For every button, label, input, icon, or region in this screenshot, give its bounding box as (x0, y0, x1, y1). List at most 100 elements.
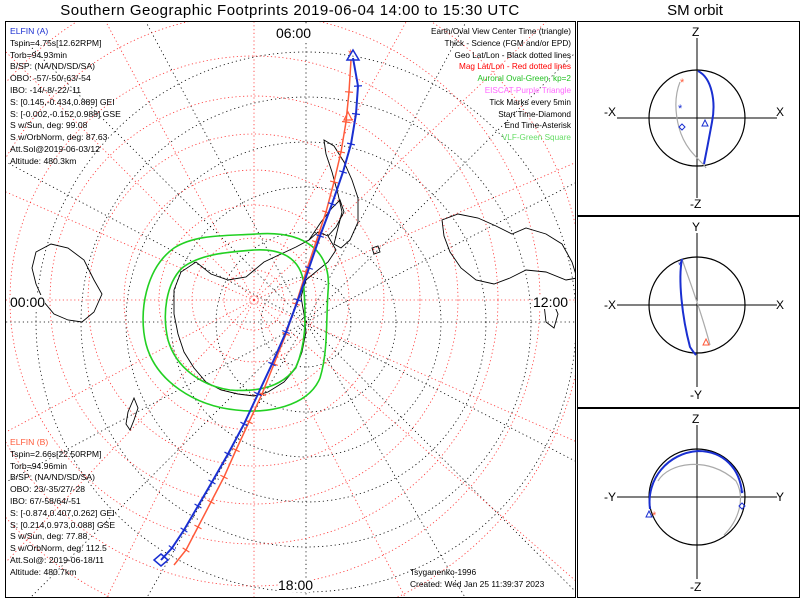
elfin-b-info-line: Tspin=2.66s[22.50RPM] (10, 448, 102, 459)
time-tick-mark (194, 503, 202, 509)
legend-entry: End Time-Asterisk (504, 121, 571, 131)
time-tick-mark (302, 270, 310, 274)
polar-footprint-map: * (6, 22, 575, 597)
svg-text:*: * (680, 77, 685, 89)
time-tick-mark (282, 329, 290, 335)
axis-label-bottom: -Z (690, 197, 702, 211)
elfin-b-info-line: Altitude: 480.7km (10, 566, 77, 577)
elfin-b-view-center-triangle (343, 110, 353, 121)
elfin-a-footprint-track (152, 48, 363, 567)
sm-orbit-yz-plot: * * (617, 425, 777, 579)
elfin-a-name: ELFIN (A) (10, 26, 49, 36)
axis-label-left: -X (604, 298, 616, 312)
falklands-coastline (371, 245, 381, 255)
time-tick-mark (182, 547, 190, 553)
antarctic-peninsula-coastline (308, 199, 345, 241)
time-tick-mark (305, 266, 313, 270)
elfin-b-info-line: S: [-0.874,0.407,0.262] GEI (10, 507, 115, 518)
australia-coastline (31, 243, 103, 323)
africa-coastline (441, 213, 575, 285)
time-label-top: 06:00 (276, 25, 312, 41)
axis-label-right: X (776, 298, 785, 312)
elfin-b-info-line: B/SP: (NA/ND/SD/SA) (10, 472, 95, 483)
time-tick-mark (344, 91, 354, 93)
time-tick-mark (224, 451, 232, 457)
map-title: Southern Geographic Footprints 2019-06-0… (60, 2, 520, 19)
axis-label-left: -X (604, 105, 616, 119)
elfin-a-info-line: S w/Sun, deg: 99.08 (10, 120, 88, 131)
time-tick-mark (232, 447, 240, 453)
time-tick-mark (329, 180, 339, 184)
elfin-b-info-line: S w/Sun, deg: 77.88 (10, 531, 88, 542)
elfin-a-start-diamond (152, 553, 170, 567)
legend-entry: Tick Marks every 5min (489, 97, 571, 107)
time-tick-mark (245, 419, 253, 425)
elfin-a-orbit (679, 258, 697, 356)
axis-label-bottom: -Z (690, 580, 702, 594)
time-tick-mark (336, 150, 346, 154)
legend-entry: Mag Lat/Lon - Red dotted lines (459, 62, 571, 72)
time-tick-mark (294, 298, 302, 302)
elfin-a-info-line: IBO: -14/-8/-22/-11 (10, 84, 82, 95)
time-tick-mark (341, 120, 351, 124)
auroral-oval-inner (164, 249, 306, 392)
legend-entry: Auroral Oval-Green, kp=2 (477, 74, 571, 84)
time-tick-mark (328, 202, 336, 206)
auroral-oval (142, 232, 330, 412)
legend-entry: Geo Lat/Lon - Black dotted lines (454, 50, 571, 60)
time-tick-mark (316, 234, 324, 238)
time-tick-mark (208, 479, 216, 485)
time-tick-mark (254, 391, 262, 397)
sm-orbit-title: SM orbit (667, 2, 723, 19)
axis-label-top: Z (692, 412, 700, 426)
legend-entry: VLF-Green Square (501, 133, 571, 143)
time-tick-mark (268, 361, 276, 367)
elfin-b-info-line: IBO: 67/-58/64/-51 (10, 495, 81, 506)
elfin-a-info-line: S: [-0.002,-0.152,0.988] GSE (10, 108, 121, 119)
new-zealand-coastline (125, 396, 139, 431)
map-legend: Earth/Oval View Center Time (triangle) T… (431, 26, 571, 144)
elfin-b-track-line (173, 59, 352, 566)
elfin-b-info-line: OBO: 23/-35/27/-28 (10, 484, 85, 495)
legend-entry: Earth/Oval View Center Time (triangle) (431, 27, 571, 36)
elfin-b-orbit (675, 81, 707, 169)
elfin-a-info-line: S w/OrbNorm, deg: 87.63 (10, 132, 108, 143)
elfin-a-info-line: B/SP: (NA/ND/SD/SA) (10, 61, 95, 72)
sm-orbit-xy-panel: * Y -Y -X X (577, 216, 800, 408)
time-tick-mark (207, 499, 215, 505)
svg-text:*: * (678, 260, 683, 272)
elfin-a-view-center-triangle (345, 48, 361, 61)
time-tick-mark (194, 524, 202, 530)
elfin-a-info-line: Tspin=4.75s[12.62RPM] (10, 37, 102, 48)
sm-orbit-yz-panel: * * Z -Z -Y Y (577, 408, 800, 598)
elfin-b-info-line: S w/OrbNorm, deg: 112.5 (10, 543, 107, 554)
time-label-right: 12:00 (533, 294, 569, 310)
legend-entry: Start Time-Diamond (498, 109, 571, 119)
credits: Tsyganenko-1996 Created: Wed Jan 25 11:3… (410, 566, 544, 590)
sm-orbit-xy-plot: * (617, 233, 777, 387)
elfin-a-info-line: OBO: -57/-50/-63/-54 (10, 73, 91, 84)
elfin-a-info-line: Att.Sol@2019-06-03/12 (10, 143, 100, 154)
sm-orbit-xz-panel: * * Z -Z -X X (577, 21, 800, 216)
axis-label-top: Y (692, 220, 701, 234)
elfin-b-info-line: Att.Sol@: 2019-06-18/11 (10, 554, 105, 565)
time-tick-mark (168, 545, 176, 551)
legend-entry: EISCAT-Purple Triangle (484, 85, 571, 95)
elfin-a-info-line: S: [0.145,-0.434,0.889] GEI (10, 96, 115, 107)
time-tick-mark (339, 170, 347, 174)
elfin-b-orbit (681, 258, 711, 346)
svg-text:*: * (678, 103, 683, 115)
elfin-b-info-line: S: [0.214,0.973,0.088] GSE (10, 519, 116, 530)
elfin-a-info-line: Torb=94.93min (10, 49, 68, 60)
time-tick-mark (240, 421, 248, 427)
sm-orbit-xz-plot: * * (617, 38, 777, 198)
time-label-left: 00:00 (10, 294, 46, 310)
axis-label-left: -Y (604, 490, 616, 504)
elfin-a-orbit (648, 449, 743, 510)
auroral-oval-outer (142, 232, 330, 412)
time-tick-mark (220, 474, 228, 480)
elfin-b-info-line: Torb=94.96min (10, 460, 68, 471)
axis-label-right: X (776, 105, 785, 119)
svg-text:*: * (652, 510, 657, 522)
time-label-bottom: 18:00 (278, 577, 314, 593)
